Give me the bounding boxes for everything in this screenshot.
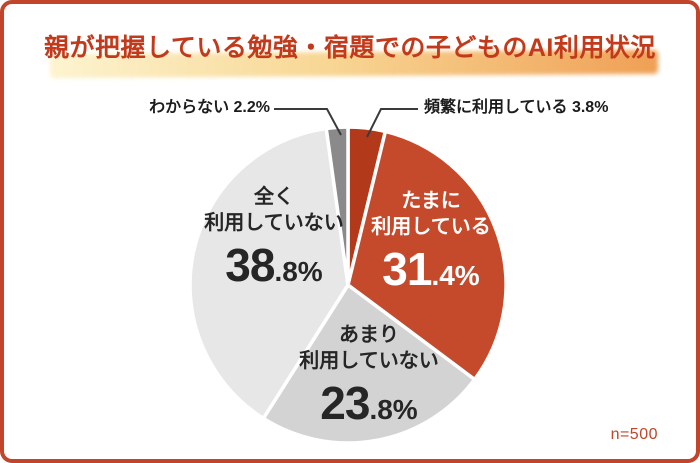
label-mattaku: 全く 利用していない 38.8%	[199, 184, 349, 299]
pie-slice-3	[261, 283, 477, 445]
label-mattaku-line2: 利用していない	[204, 212, 344, 234]
value-amari-int: 23	[320, 377, 370, 429]
value-tamani-frac: .4%	[431, 260, 480, 291]
value-mattaku: 38.8%	[199, 242, 349, 299]
page-title: 親が把握している勉強・宿題での子どものAI利用状況	[44, 34, 656, 62]
pie-slice-4	[188, 126, 350, 421]
pie-chart	[188, 108, 508, 445]
label-amari-line2: 利用していない	[299, 350, 439, 372]
value-mattaku-int: 38	[225, 239, 275, 291]
label-hinpan: 頻繁に利用している 3.8%	[424, 99, 609, 116]
callout-line-hinpan	[366, 108, 418, 138]
label-tamani-line1: たまに	[401, 190, 461, 212]
label-wakaranai: わからない 2.2%	[149, 99, 270, 116]
label-tamani: たまに 利用している 31.4%	[356, 188, 506, 303]
value-tamani: 31.4%	[356, 246, 506, 303]
label-mattaku-line1: 全く	[254, 186, 294, 208]
value-tamani-int: 31	[382, 243, 432, 295]
value-mattaku-frac: .8%	[274, 256, 323, 287]
label-amari-line1: あまり	[339, 324, 399, 346]
sample-size-note: n=500	[610, 426, 658, 443]
label-amari: あまり 利用していない 23.8%	[294, 322, 444, 437]
value-amari-frac: .8%	[369, 394, 418, 425]
title-bar: 親が把握している勉強・宿題での子どものAI利用状況	[4, 31, 696, 65]
callout-line-wakaranai	[274, 108, 342, 136]
label-tamani-line2: 利用している	[371, 216, 491, 238]
value-amari: 23.8%	[294, 380, 444, 437]
pie-slice-2	[346, 129, 508, 382]
